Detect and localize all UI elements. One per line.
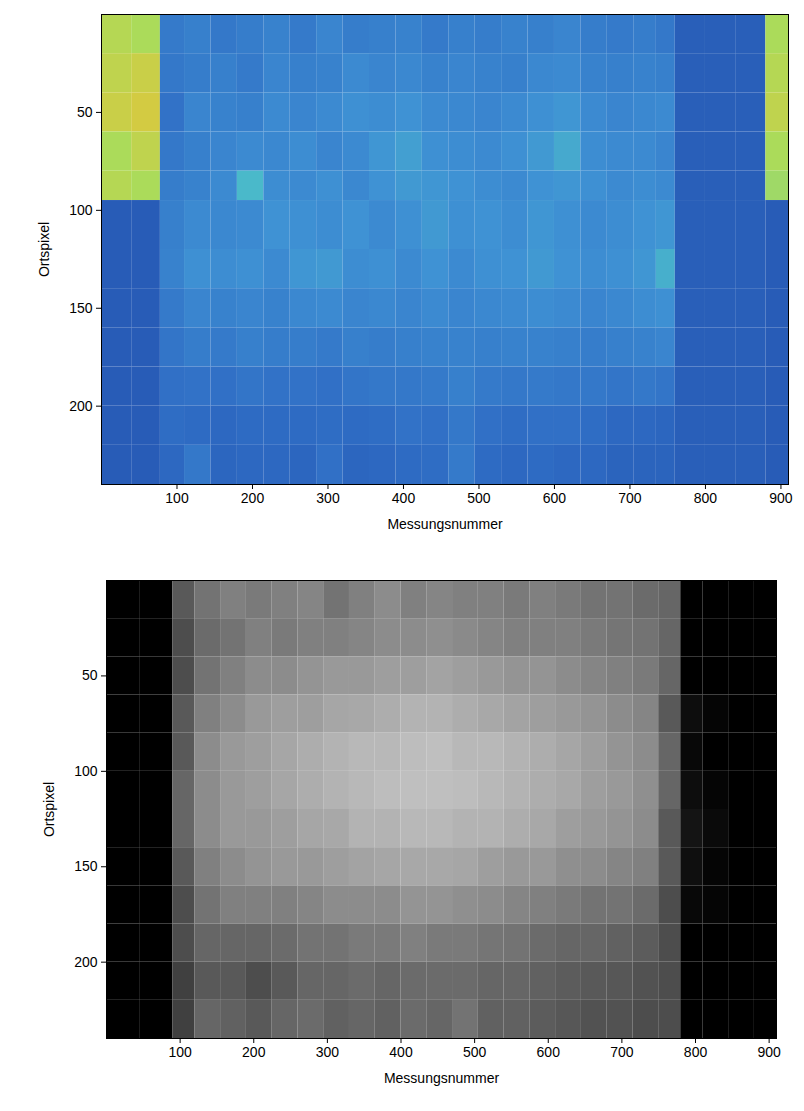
- svg-text:800: 800: [694, 490, 718, 506]
- svg-text:150: 150: [74, 858, 98, 874]
- svg-text:50: 50: [82, 667, 98, 683]
- svg-text:Ortspixel: Ortspixel: [41, 782, 57, 837]
- svg-text:600: 600: [543, 490, 567, 506]
- svg-text:100: 100: [74, 763, 98, 779]
- svg-text:100: 100: [69, 202, 93, 218]
- svg-text:Ortspixel: Ortspixel: [36, 222, 52, 277]
- svg-text:100: 100: [168, 1044, 192, 1060]
- svg-text:Messungsnummer: Messungsnummer: [384, 1070, 499, 1086]
- svg-text:100: 100: [165, 490, 189, 506]
- svg-text:200: 200: [242, 1044, 266, 1060]
- svg-text:500: 500: [463, 1044, 487, 1060]
- svg-text:300: 300: [316, 1044, 340, 1060]
- svg-text:300: 300: [316, 490, 340, 506]
- svg-text:200: 200: [69, 398, 93, 414]
- svg-text:50: 50: [77, 104, 93, 120]
- svg-text:900: 900: [769, 490, 793, 506]
- svg-text:400: 400: [392, 490, 416, 506]
- svg-text:400: 400: [389, 1044, 413, 1060]
- svg-text:200: 200: [241, 490, 265, 506]
- svg-text:900: 900: [757, 1044, 781, 1060]
- svg-text:200: 200: [74, 954, 98, 970]
- svg-text:150: 150: [69, 300, 93, 316]
- svg-text:700: 700: [618, 490, 642, 506]
- svg-text:500: 500: [467, 490, 491, 506]
- svg-text:Messungsnummer: Messungsnummer: [387, 516, 502, 532]
- svg-text:700: 700: [610, 1044, 634, 1060]
- svg-text:600: 600: [537, 1044, 561, 1060]
- svg-text:800: 800: [684, 1044, 708, 1060]
